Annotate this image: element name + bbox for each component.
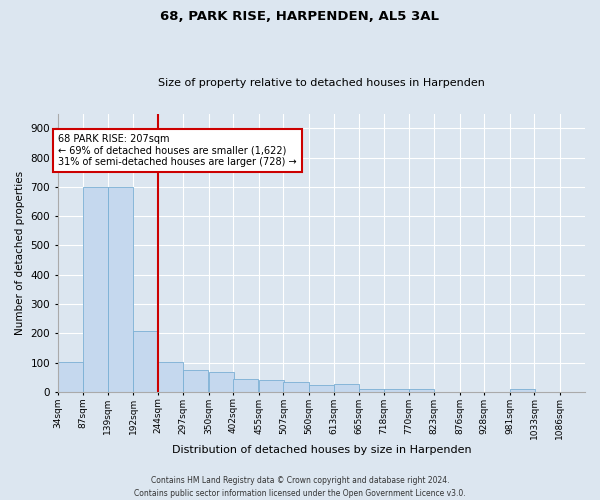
Bar — [509, 390, 535, 392]
Text: 68 PARK RISE: 207sqm
← 69% of detached houses are smaller (1,622)
31% of semi-de: 68 PARK RISE: 207sqm ← 69% of detached h… — [58, 134, 297, 168]
Text: Contains HM Land Registry data © Crown copyright and database right 2024.
Contai: Contains HM Land Registry data © Crown c… — [134, 476, 466, 498]
Y-axis label: Number of detached properties: Number of detached properties — [15, 170, 25, 335]
Bar — [233, 380, 259, 392]
X-axis label: Distribution of detached houses by size in Harpenden: Distribution of detached houses by size … — [172, 445, 471, 455]
Bar — [384, 390, 409, 392]
Bar — [133, 331, 158, 392]
Bar — [108, 187, 133, 392]
Bar — [259, 380, 284, 392]
Bar — [83, 187, 108, 392]
Bar — [209, 372, 233, 392]
Bar — [359, 389, 384, 392]
Bar — [283, 382, 308, 392]
Bar — [58, 362, 83, 392]
Bar — [309, 386, 334, 392]
Title: Size of property relative to detached houses in Harpenden: Size of property relative to detached ho… — [158, 78, 485, 88]
Bar — [183, 370, 208, 392]
Bar — [158, 362, 183, 392]
Bar — [334, 384, 359, 392]
Bar — [409, 390, 434, 392]
Text: 68, PARK RISE, HARPENDEN, AL5 3AL: 68, PARK RISE, HARPENDEN, AL5 3AL — [161, 10, 439, 23]
